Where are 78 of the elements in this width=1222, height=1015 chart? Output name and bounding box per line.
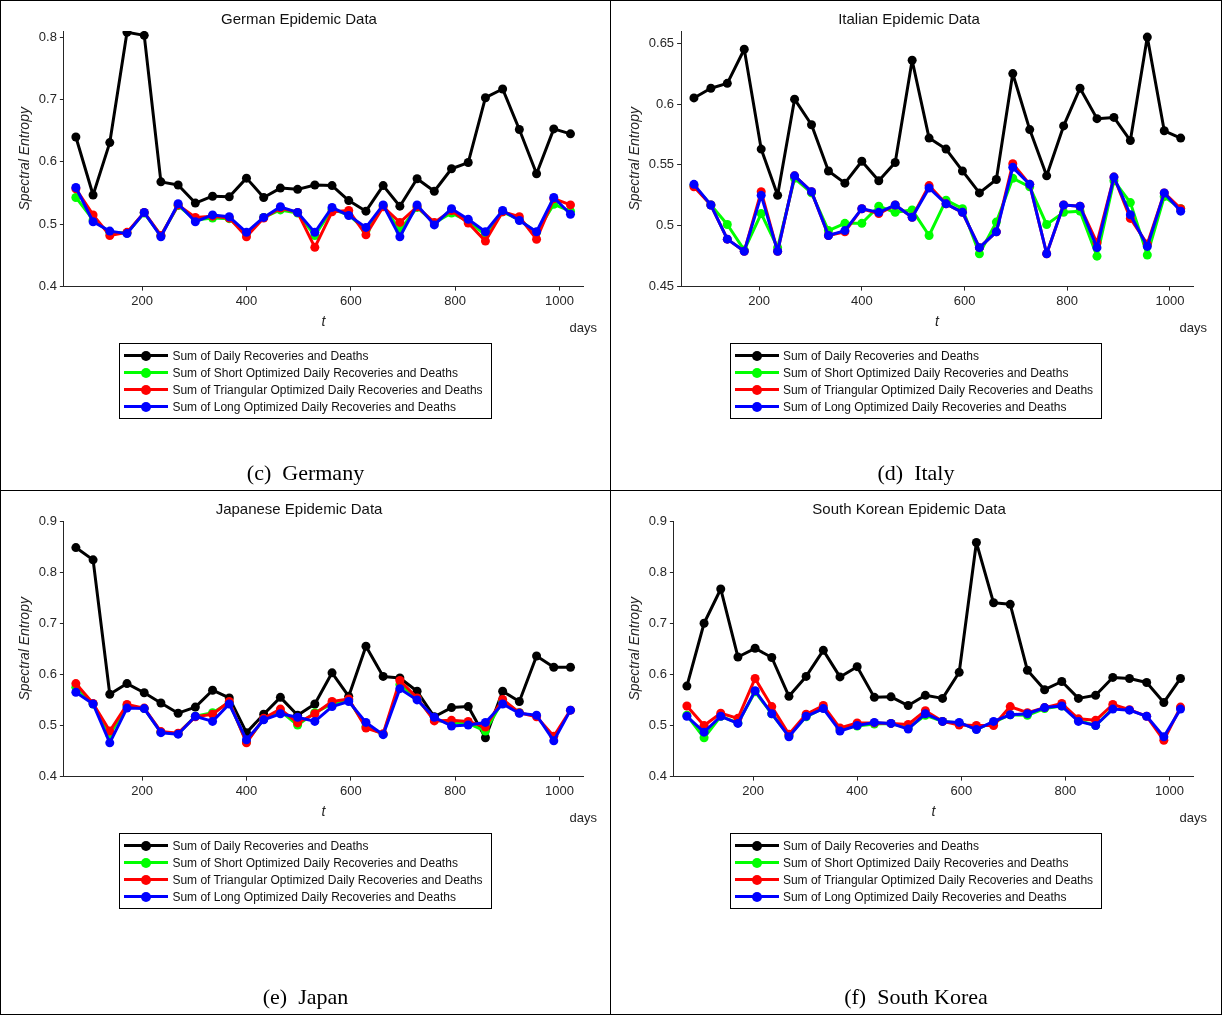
x-tick-label: 400 <box>235 292 257 308</box>
x-tick-label: 600 <box>339 292 362 308</box>
chart-title: Japanese Epidemic Data <box>215 500 383 518</box>
legend-label: Sum of Triangular Optimized Daily Recoveries and Deaths <box>782 382 1094 397</box>
x-tick-label: 200 <box>130 782 153 798</box>
y-tick-label: 0.5 <box>38 717 57 733</box>
x-tick-label: 200 <box>742 782 764 798</box>
y-axis-title: Spectral Entropy <box>15 596 32 701</box>
text: days <box>1179 320 1208 336</box>
y-tick-label: 0.8 <box>38 28 57 44</box>
y-tick-label: 0.8 <box>38 563 57 579</box>
y-tick-label: 0.4 <box>648 768 667 784</box>
y-tick-label: 0.45 <box>648 278 675 294</box>
x-tick-label: 1000 <box>544 292 574 308</box>
text: days <box>569 320 597 336</box>
legend-label: Sum of Short Optimized Daily Recoveries and Deaths <box>782 855 1069 870</box>
text: days <box>569 810 597 826</box>
legend-label: Sum of Daily Recoveries and Deaths <box>782 838 980 853</box>
legend-label: Sum of Daily Recoveries and Deaths <box>172 348 369 363</box>
text: days <box>1179 810 1208 826</box>
x-tick-label: 600 <box>950 782 973 798</box>
legend-label: Sum of Short Optimized Daily Recoveries and Deaths <box>172 365 458 380</box>
x-tick-label: 800 <box>443 782 466 798</box>
y-tick-label: 0.5 <box>38 215 57 231</box>
x-tick-label: 800 <box>443 292 466 308</box>
legend-label: Sum of Long Optimized Daily Recoveries and Deaths <box>172 889 456 904</box>
y-tick-label: 0.6 <box>38 153 57 169</box>
text: (f) South Korea <box>844 984 988 1010</box>
legend-label: Sum of Triangular Optimized Daily Recoveries and Deaths <box>172 382 483 397</box>
x-tick-label: 200 <box>748 292 770 308</box>
y-tick-label: 0.7 <box>38 91 57 107</box>
y-tick-label: 0.5 <box>648 717 667 733</box>
legend-label: Sum of Short Optimized Daily Recoveries and Deaths <box>172 855 458 870</box>
legend-label: Sum of Long Optimized Daily Recoveries and Deaths <box>782 399 1067 414</box>
legend-label: Sum of Daily Recoveries and Deaths <box>782 348 980 363</box>
chart-title: South Korean Epidemic Data <box>812 500 1007 518</box>
x-tick-label: 1000 <box>544 782 574 798</box>
legend-label: Sum of Short Optimized Daily Recoveries and Deaths <box>782 365 1069 380</box>
x-tick-label: 1000 <box>1155 292 1185 308</box>
x-axis-title: t <box>931 803 937 820</box>
y-tick-label: 0.7 <box>38 614 57 630</box>
y-tick-label: 0.65 <box>648 34 675 50</box>
x-axis-title: t <box>320 313 326 330</box>
y-tick-label: 0.6 <box>38 665 57 681</box>
x-tick-label: 600 <box>953 292 976 308</box>
text: (e) Japan <box>262 984 349 1010</box>
text: (d) Italy <box>877 460 955 486</box>
x-tick-label: 200 <box>130 292 153 308</box>
x-tick-label: 400 <box>235 782 257 798</box>
legend-label: Sum of Long Optimized Daily Recoveries and Deaths <box>782 889 1067 904</box>
text: (c) Germany <box>246 460 365 486</box>
y-axis-title: Spectral Entropy <box>626 106 643 211</box>
x-axis-title: t <box>320 803 326 820</box>
y-tick-label: 0.9 <box>38 512 57 528</box>
y-tick-label: 0.8 <box>648 563 667 579</box>
legend-label: Sum of Triangular Optimized Daily Recoveries and Deaths <box>172 872 483 887</box>
y-axis-title: Spectral Entropy <box>626 596 643 701</box>
x-axis-title: t <box>935 313 941 330</box>
x-tick-label: 1000 <box>1155 782 1185 798</box>
legend-label: Sum of Daily Recoveries and Deaths <box>172 838 369 853</box>
x-tick-label: 800 <box>1054 782 1077 798</box>
y-tick-label: 0.9 <box>648 512 667 528</box>
y-tick-label: 0.6 <box>656 95 675 111</box>
chart-title: Italian Epidemic Data <box>838 10 981 28</box>
x-tick-label: 400 <box>846 782 869 798</box>
x-tick-label: 600 <box>339 782 362 798</box>
y-tick-label: 0.55 <box>648 156 675 172</box>
legend-label: Sum of Triangular Optimized Daily Recoveries and Deaths <box>782 872 1094 887</box>
chart-title: German Epidemic Data <box>220 10 378 28</box>
x-tick-label: 400 <box>850 292 873 308</box>
y-tick-label: 0.4 <box>38 768 57 784</box>
y-tick-label: 0.5 <box>656 217 675 233</box>
legend-label: Sum of Long Optimized Daily Recoveries and Deaths <box>172 399 456 414</box>
x-tick-label: 800 <box>1056 292 1079 308</box>
y-tick-label: 0.4 <box>38 278 57 294</box>
y-axis-title: Spectral Entropy <box>15 106 32 211</box>
y-tick-label: 0.6 <box>648 665 667 681</box>
y-tick-label: 0.7 <box>648 614 667 630</box>
